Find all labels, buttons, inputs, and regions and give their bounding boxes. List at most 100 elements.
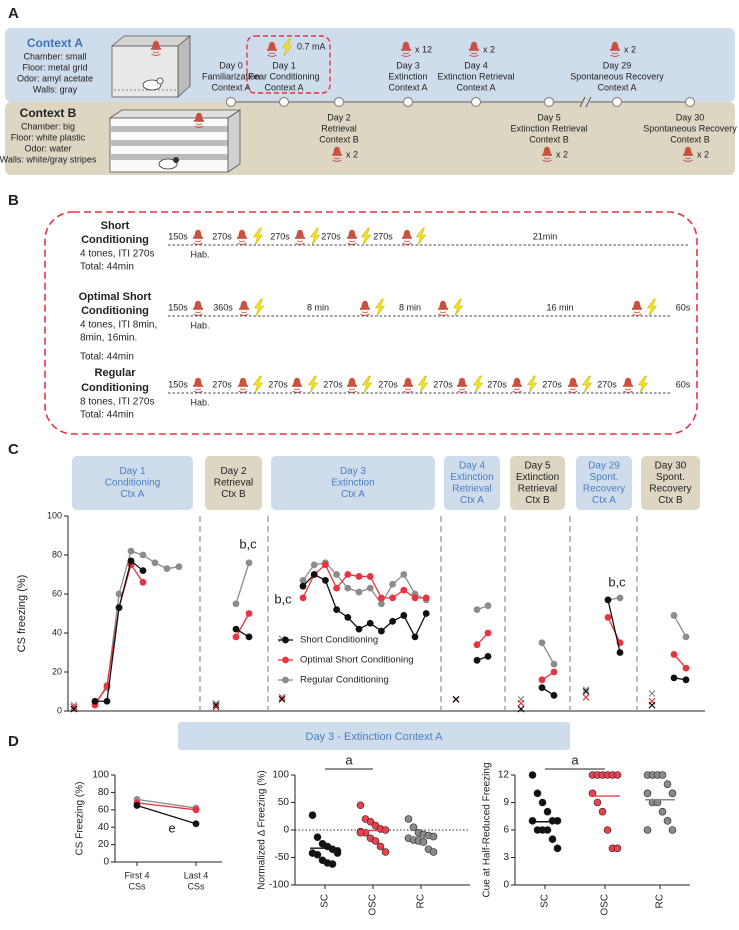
y-tick-label: 6 — [503, 825, 509, 836]
day-label: Context A — [456, 82, 495, 92]
freezing-point — [232, 600, 240, 608]
speaker-bell — [569, 377, 577, 385]
mean-point — [192, 806, 200, 814]
shock-day-frame — [246, 35, 331, 94]
subject-point — [404, 815, 413, 823]
freezing-line — [235, 562, 250, 604]
freezing-point — [355, 588, 363, 596]
mean-line — [136, 802, 197, 811]
mean-line — [136, 798, 197, 809]
sound-waves — [402, 240, 412, 245]
protocol-frame — [44, 211, 698, 435]
interval-label: 8 min — [399, 302, 421, 312]
y-tick-label: 0 — [283, 825, 289, 836]
speaker-icon — [360, 300, 370, 316]
sound-waves — [360, 311, 370, 316]
interval-label: 8 min — [307, 302, 329, 312]
freezing-point — [322, 576, 329, 584]
subject-point — [376, 842, 385, 851]
day-label: Day 1 — [272, 60, 296, 70]
sound-waves — [438, 311, 448, 316]
freezing-point — [366, 573, 374, 580]
protocol-detail: 4 tones, ITI 8min, — [80, 320, 157, 331]
subject-point — [528, 771, 537, 779]
interval-label: 270s — [378, 379, 398, 389]
y-tick-label: 60 — [52, 588, 62, 598]
baseline-marker — [70, 703, 78, 711]
legend-marker — [282, 656, 289, 664]
x-tick-label: CSs — [187, 881, 205, 891]
day-label: Day 29 — [603, 60, 632, 70]
session-header-text: Day 3 — [340, 466, 367, 477]
freezing-point — [333, 606, 340, 613]
speaker-bell — [513, 377, 521, 385]
freezing-point — [604, 614, 612, 621]
freezing-point — [310, 571, 318, 578]
speaker-base — [632, 308, 642, 310]
session-header-text: Spont. — [656, 472, 685, 483]
speaker-bell — [239, 377, 247, 385]
sound-waves — [193, 388, 203, 393]
session-header-text: Conditioning — [105, 478, 161, 489]
context-a-detail: Chamber: small — [23, 51, 86, 61]
y-tick-label: 50 — [278, 797, 290, 808]
x-tick-label: OSC — [368, 894, 379, 916]
freezing-point — [333, 571, 340, 578]
habituation-label: Hab. — [190, 249, 209, 259]
subject-point — [553, 844, 562, 853]
interval-label: 270s — [597, 379, 617, 389]
shock-icon — [581, 375, 593, 394]
day-label: Context A — [264, 82, 303, 92]
y-axis-label: Normalized Δ Freezing (%) — [257, 770, 268, 890]
baseline-marker — [70, 705, 78, 713]
y-tick-label: 40 — [52, 627, 62, 637]
speaker-base — [360, 308, 370, 310]
y-axis-label: Cue at Half-Reduced Freezing — [482, 762, 493, 897]
speaker-base — [193, 237, 203, 239]
speaker-icon — [610, 41, 620, 57]
speaker-base — [610, 49, 620, 51]
freezing-point — [473, 606, 481, 613]
day-label: Context B — [319, 134, 359, 144]
timeline-break-gap — [582, 97, 590, 107]
speaker-icon — [542, 146, 552, 162]
session-header-text: Ctx B — [221, 489, 246, 500]
panel-label: D — [8, 733, 19, 750]
shock-icon — [361, 375, 373, 394]
freezing-line — [302, 573, 427, 639]
day-label: Day 3 — [396, 60, 420, 70]
baseline-marker — [582, 693, 590, 701]
speaker-icon — [237, 229, 247, 245]
speaker-bell — [348, 229, 356, 237]
timeline-break — [579, 96, 592, 108]
baseline-marker — [452, 695, 460, 703]
freezing-point — [682, 633, 690, 641]
freezing-point — [310, 561, 318, 569]
shock-icon — [252, 375, 264, 394]
baseline-marker — [212, 703, 220, 711]
freezing-line — [94, 563, 144, 706]
protocol-title: Conditioning — [81, 234, 149, 246]
freezing-point — [139, 578, 147, 586]
freezing-point — [473, 641, 481, 649]
interval-label: 150s — [168, 379, 188, 389]
freezing-point — [91, 697, 99, 705]
panel-label: A — [8, 5, 19, 22]
speaker-icon — [193, 229, 203, 245]
freezing-point — [616, 594, 624, 602]
speaker-bell — [152, 40, 160, 48]
speaker-icon — [347, 377, 357, 393]
shock-icon — [526, 375, 538, 394]
subject-point — [643, 789, 652, 798]
speaker-base — [403, 385, 413, 387]
session-header-text: Day 2 — [220, 466, 247, 477]
interval-label: 60s — [676, 379, 691, 389]
speaker-bell — [633, 300, 641, 308]
freezing-point — [378, 594, 385, 602]
protocol-title: Optimal Short — [79, 291, 152, 303]
legend-marker — [282, 636, 289, 644]
freezing-point — [344, 571, 352, 578]
session-header-text: Ctx A — [341, 489, 365, 500]
freezing-point — [389, 594, 396, 602]
